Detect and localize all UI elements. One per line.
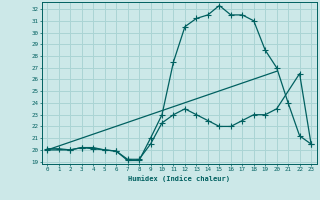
X-axis label: Humidex (Indice chaleur): Humidex (Indice chaleur) — [128, 175, 230, 182]
